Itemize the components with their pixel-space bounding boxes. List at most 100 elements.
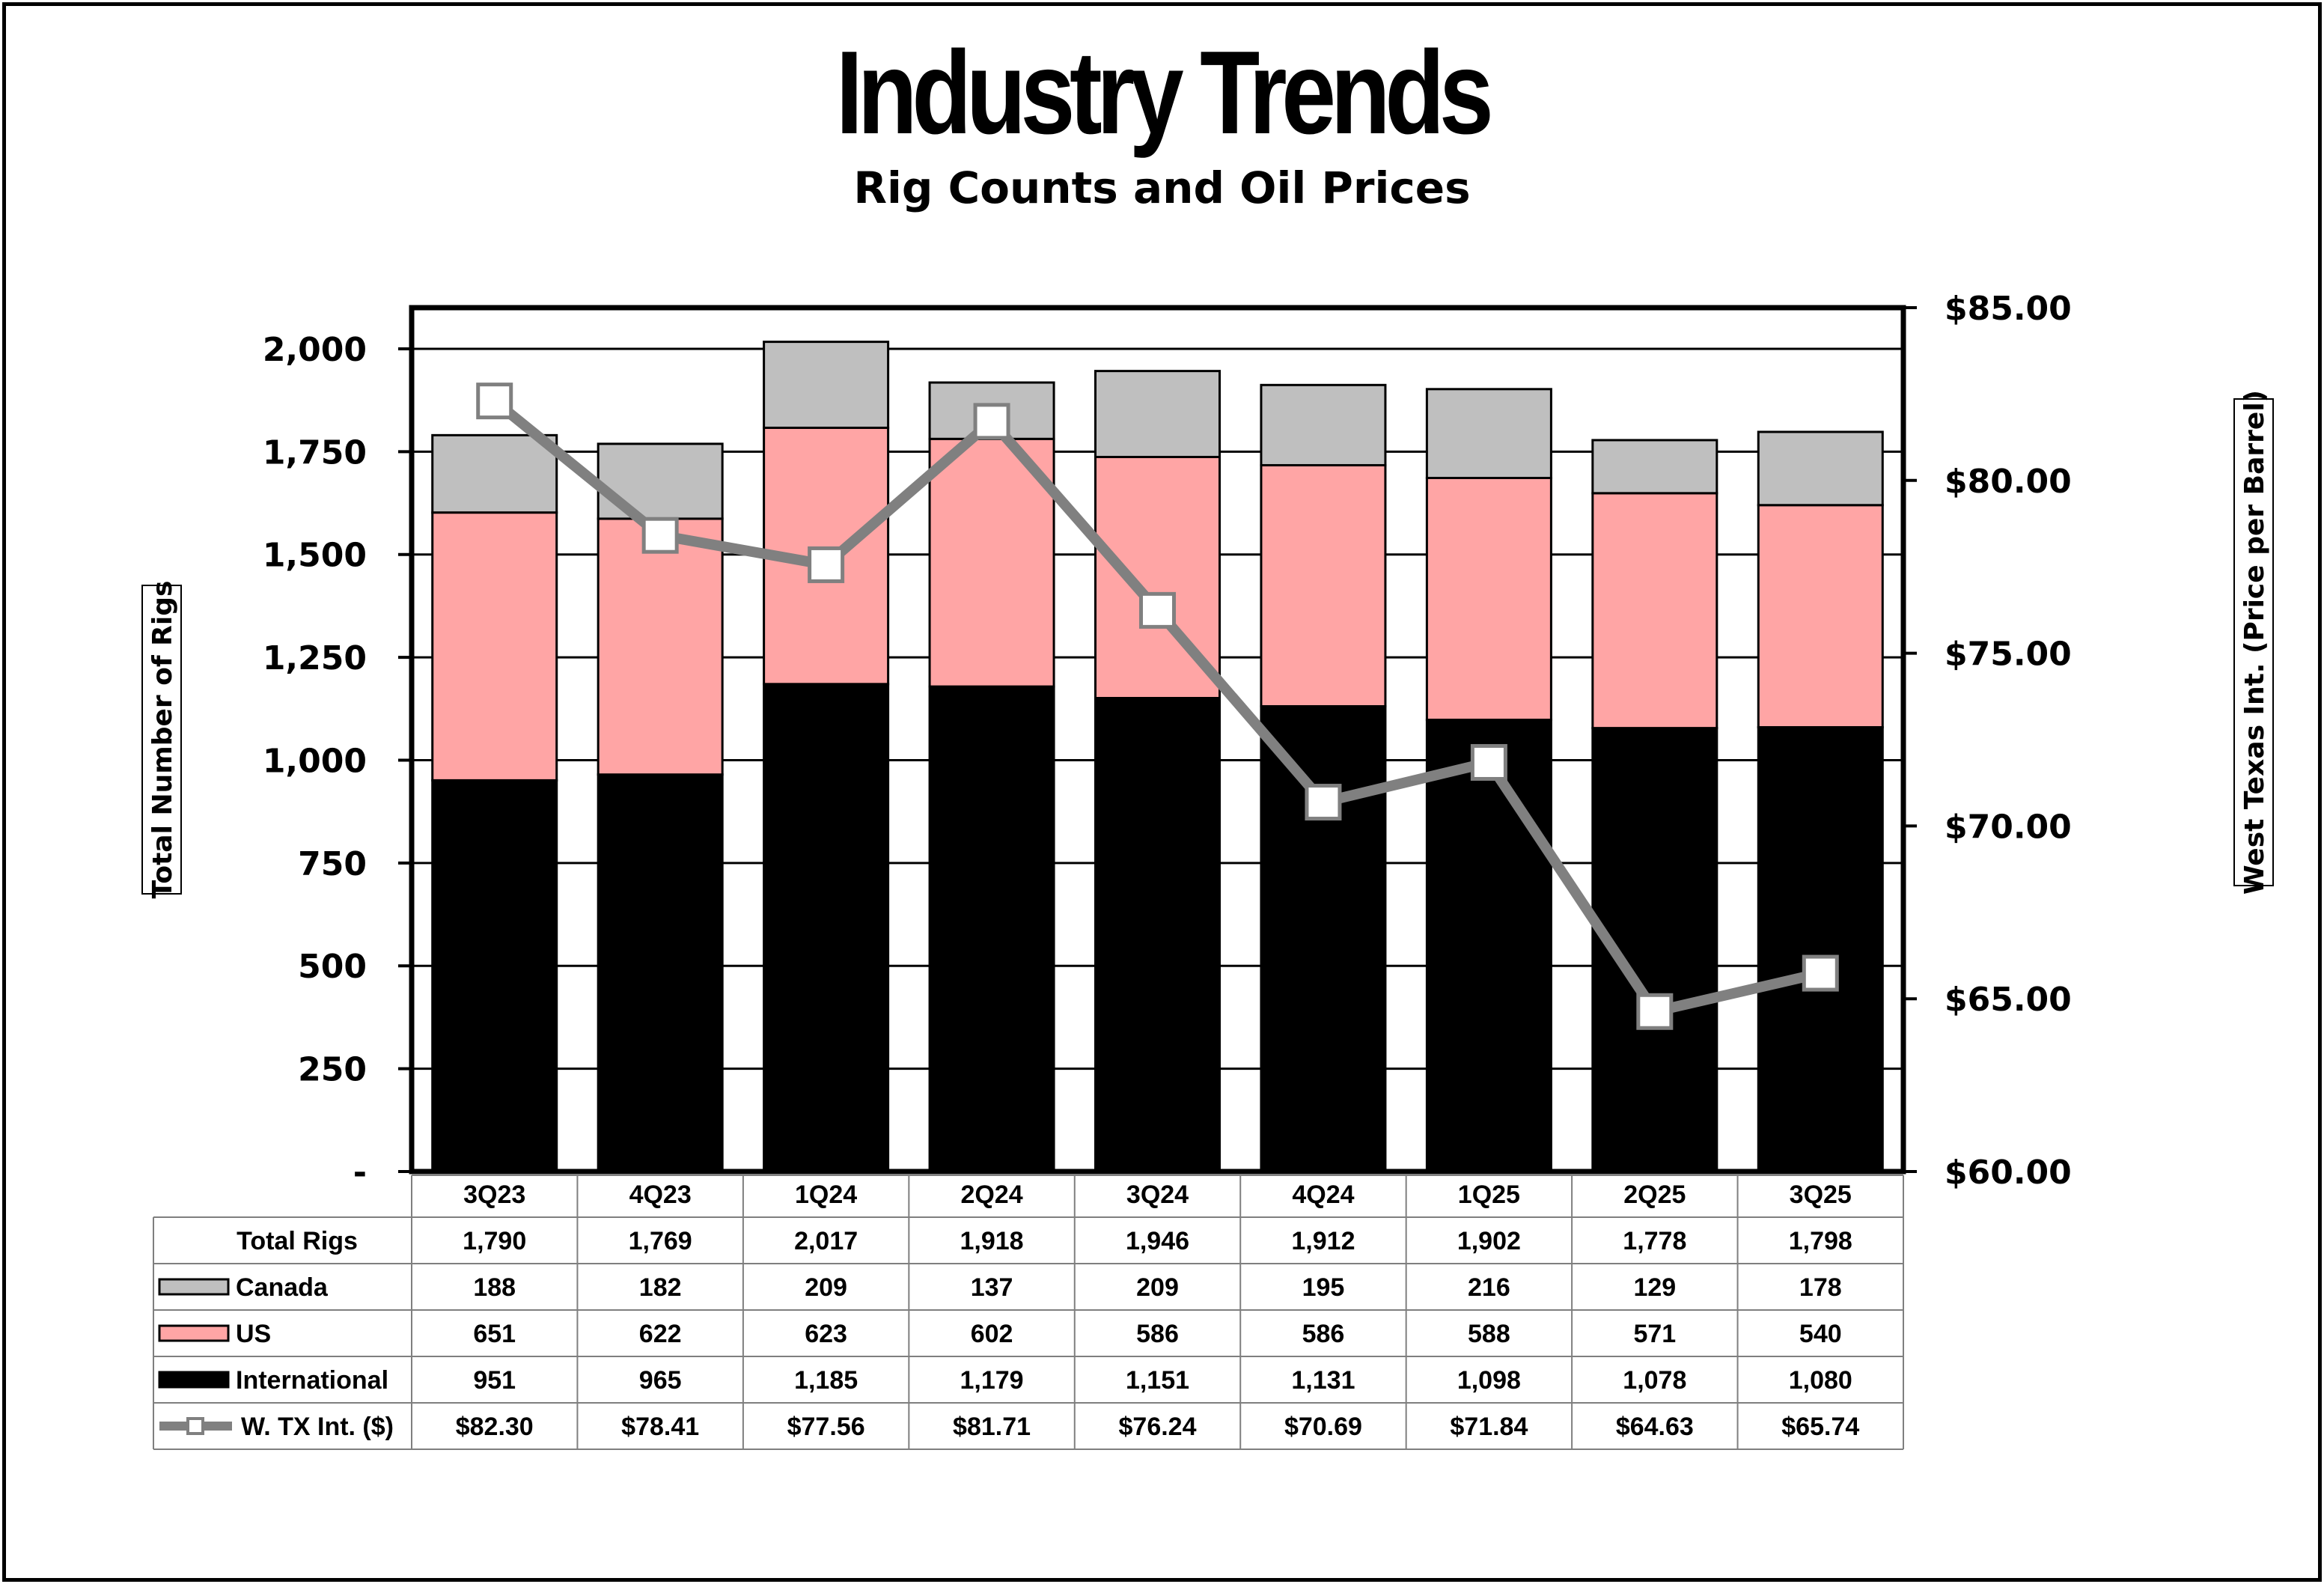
table-cell: 178 — [1799, 1273, 1842, 1302]
table-cell: 1,131 — [1291, 1366, 1355, 1395]
category-label: 2Q25 — [1623, 1181, 1686, 1209]
table-cell: $77.56 — [787, 1413, 865, 1441]
bar-segment-international — [928, 685, 1055, 1173]
legend-key-wti-marker — [186, 1417, 204, 1435]
table-cell: 1,769 — [629, 1227, 692, 1255]
legend-key-canada — [158, 1278, 230, 1296]
table-cell: $81.71 — [953, 1413, 1031, 1441]
y-tick-label: 250 — [298, 1051, 367, 1089]
table-cell: 1,080 — [1789, 1366, 1852, 1395]
category-label: 3Q25 — [1790, 1181, 1852, 1209]
category-label: 3Q24 — [1126, 1181, 1189, 1209]
bar-segment-canada — [597, 442, 724, 520]
bar-segment-us — [928, 437, 1055, 688]
table-cell: 1,912 — [1291, 1227, 1355, 1255]
wti-marker — [1636, 993, 1674, 1030]
table-row-label: US — [236, 1320, 271, 1348]
wti-marker — [1305, 784, 1342, 821]
chart-subtitle: Rig Counts and Oil Prices — [853, 162, 1471, 213]
y-tick-label: 1,500 — [263, 537, 367, 575]
table-cell: 216 — [1468, 1273, 1510, 1302]
bar-segment-international — [597, 773, 724, 1173]
table-cell: 1,179 — [960, 1366, 1024, 1395]
y-tick-label: 500 — [298, 948, 367, 986]
table-cell: 586 — [1302, 1320, 1345, 1348]
y2-tick-label: $80.00 — [1945, 463, 2072, 501]
bar-segment-us — [1591, 492, 1718, 730]
y2-tick-label: $65.00 — [1945, 981, 2072, 1019]
table-row-label: Canada — [236, 1273, 329, 1302]
table-cell: 1,918 — [960, 1227, 1024, 1255]
y2-tick-label: $75.00 — [1945, 636, 2072, 674]
table-cell: 586 — [1136, 1320, 1179, 1348]
bar-segment-international — [1757, 726, 1884, 1173]
table-cell: 182 — [639, 1273, 682, 1302]
table-cell: 1,778 — [1623, 1227, 1686, 1255]
right-axis-title-box: West Texas Int. (Price per Barrel) — [2233, 390, 2274, 895]
legend-key-us — [158, 1324, 230, 1342]
y-tick-label: 750 — [298, 845, 367, 883]
bar-segment-canada — [1094, 370, 1221, 458]
right-axis-title: West Texas Int. (Price per Barrel) — [2239, 390, 2270, 895]
table-cell: 137 — [971, 1273, 1013, 1302]
category-label: 2Q24 — [960, 1181, 1022, 1209]
y-tick-label: - — [353, 1154, 367, 1192]
y2-tick-label: $85.00 — [1945, 290, 2072, 328]
bar-segment-international — [763, 683, 890, 1173]
category-labels: 3Q23 4Q23 1Q24 2Q24 3Q24 4Q24 1Q25 2Q25 3Q25 — [463, 1181, 1852, 1209]
bar-segment-canada — [1591, 439, 1718, 495]
table-row-label: International — [236, 1366, 388, 1395]
right-axis-ticks: $60.00 $65.00 $70.00 $75.00 $80.00 $85.00 — [1903, 290, 2072, 1192]
table-cell: 540 — [1799, 1320, 1842, 1348]
wti-marker — [476, 383, 513, 420]
category-label: 1Q25 — [1458, 1181, 1520, 1209]
y2-tick-label: $70.00 — [1945, 808, 2072, 846]
plot-area-border — [409, 305, 1906, 1175]
left-axis-title-box: Total Number of Rigs — [141, 581, 182, 899]
table-cell: $71.84 — [1450, 1413, 1528, 1441]
table-cell: 1,790 — [463, 1227, 526, 1255]
bar-segment-us — [1425, 477, 1552, 722]
left-axis-title-border — [141, 585, 182, 895]
wti-marker — [1802, 954, 1839, 992]
table-cell: $76.24 — [1119, 1413, 1197, 1441]
legend-key-international — [158, 1371, 230, 1389]
table-cell: 623 — [805, 1320, 847, 1348]
table-cell: 571 — [1633, 1320, 1676, 1348]
category-label: 3Q23 — [463, 1181, 525, 1209]
bar-segment-us — [1757, 504, 1884, 729]
y-tick-label: 1,750 — [263, 433, 367, 472]
table-cell: 1,902 — [1457, 1227, 1521, 1255]
right-axis-title-border — [2233, 398, 2274, 886]
table-cell: 622 — [639, 1320, 682, 1348]
y-tick-label: 2,000 — [263, 331, 367, 369]
bar-segment-international — [1260, 704, 1387, 1173]
left-axis-ticks: - 250 500 750 1,000 1,250 1,500 1,750 2,000 — [263, 331, 412, 1192]
bar-segment-international — [431, 779, 558, 1173]
bar-segment-canada — [431, 433, 558, 514]
table-cell: 129 — [1633, 1273, 1676, 1302]
table-cell: 2,017 — [794, 1227, 858, 1255]
data-table: Total Rigs 1,790 1,769 2,017 1,918 1,946 1,912… — [153, 1175, 1904, 1450]
table-row-label: Total Rigs — [237, 1227, 358, 1255]
bar-segment-canada — [763, 341, 890, 429]
table-cell: 1,078 — [1623, 1366, 1686, 1395]
category-label: 4Q24 — [1292, 1181, 1354, 1209]
bar-segment-canada — [1260, 383, 1387, 466]
table-cell: $64.63 — [1616, 1413, 1694, 1441]
category-label: 4Q23 — [629, 1181, 692, 1209]
table-cell: 588 — [1468, 1320, 1510, 1348]
bar-segment-us — [597, 517, 724, 776]
table-cell: 1,151 — [1126, 1366, 1189, 1395]
table-cell: 209 — [805, 1273, 847, 1302]
bar-segment-canada — [1757, 430, 1884, 507]
category-label: 1Q24 — [795, 1181, 857, 1209]
bar-segment-us — [1260, 463, 1387, 707]
table-cell: 1,098 — [1457, 1366, 1521, 1395]
wti-marker — [641, 517, 679, 554]
table-cell: $65.74 — [1781, 1413, 1859, 1441]
plot-border — [409, 305, 1906, 1175]
table-cell: $82.30 — [456, 1413, 534, 1441]
bar-segment-international — [1425, 719, 1552, 1173]
left-axis-title: Total Number of Rigs — [147, 581, 178, 899]
